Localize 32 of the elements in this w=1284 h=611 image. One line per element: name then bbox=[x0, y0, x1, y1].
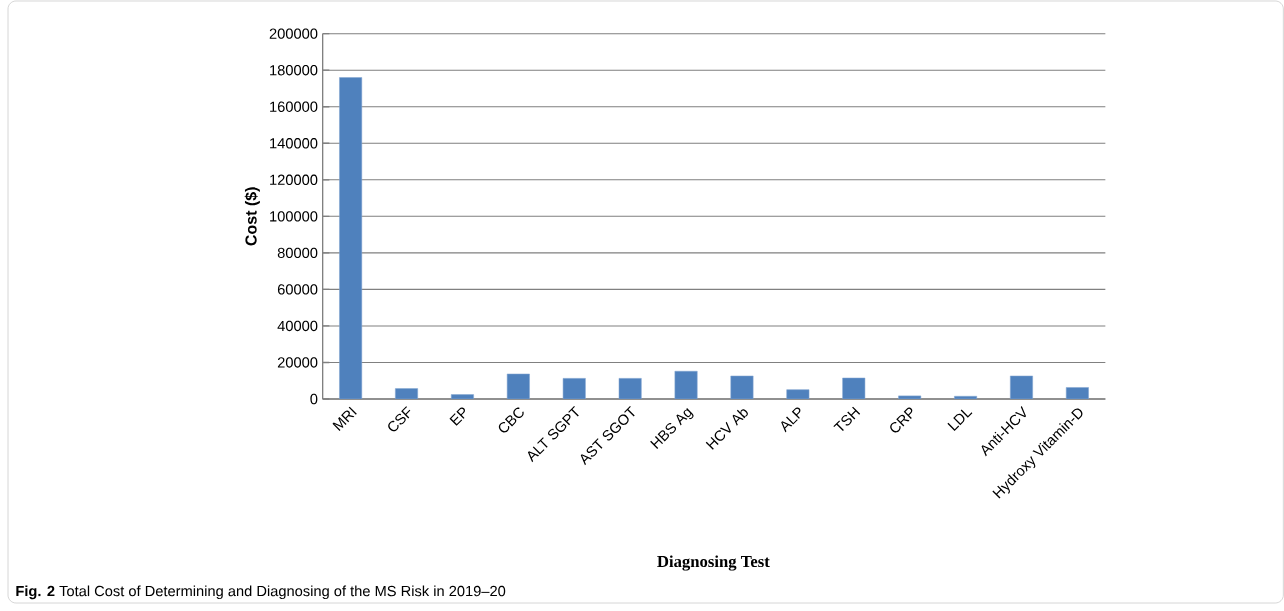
bar bbox=[954, 395, 978, 399]
y-tick-label: 180000 bbox=[270, 65, 318, 76]
bar bbox=[339, 77, 363, 399]
y-tick-label: 140000 bbox=[270, 138, 318, 149]
y-tick-label: 200000 bbox=[269, 28, 318, 39]
bar bbox=[674, 370, 698, 399]
x-tick-label: LDL bbox=[947, 409, 973, 431]
y-tick-label: 60000 bbox=[277, 284, 318, 295]
bar bbox=[450, 394, 474, 399]
y-tick-label: 20000 bbox=[277, 357, 318, 368]
x-tick-label: MRI bbox=[332, 406, 357, 431]
y-tick-label: 40000 bbox=[277, 320, 318, 332]
x-tick-label: TSH bbox=[833, 406, 861, 431]
y-tick-label: 100000 bbox=[270, 211, 318, 222]
x-axis-title: Diagnosing Test bbox=[657, 555, 770, 571]
bar bbox=[786, 389, 810, 399]
y-axis-title: Cost ($) bbox=[244, 187, 260, 246]
bar bbox=[562, 378, 586, 399]
bar bbox=[730, 375, 754, 399]
y-tick-label: 120000 bbox=[270, 174, 318, 185]
bar bbox=[506, 373, 530, 399]
bar bbox=[1010, 375, 1033, 399]
y-tick-label: 80000 bbox=[277, 247, 318, 259]
text: Fig. 2 Total Cost of Determining and Diagnosing of the MS Risk in 2019–20 bbox=[16, 585, 506, 600]
y-tick-label: 0 bbox=[310, 393, 318, 405]
x-tick-label: EP bbox=[449, 407, 465, 426]
bar bbox=[618, 378, 642, 399]
bar bbox=[842, 377, 866, 399]
bar bbox=[1065, 387, 1089, 399]
y-tick-label: 160000 bbox=[270, 101, 318, 112]
bar bbox=[898, 395, 922, 399]
bar bbox=[395, 388, 418, 399]
